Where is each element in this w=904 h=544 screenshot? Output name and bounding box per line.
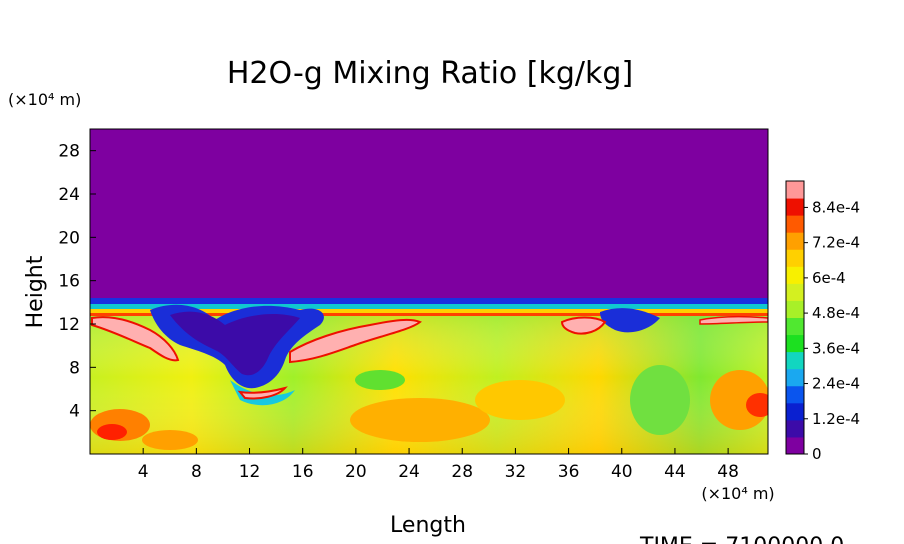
colorbar-swatch [786, 317, 804, 336]
colorbar-label: 4.8e-4 [812, 304, 860, 322]
colorbar-label: 8.4e-4 [812, 198, 860, 216]
x-axis-unit: (×10⁴ m) [701, 484, 774, 503]
y-tick-label: 12 [58, 315, 80, 335]
colorbar-label: 7.2e-4 [812, 234, 860, 252]
x-tick-label: 16 [292, 462, 314, 482]
x-axis-ticks: 4 8 12 16 20 24 28 32 36 40 44 48 [138, 448, 739, 482]
plot-area-frame [89, 128, 769, 455]
colorbar-label: 2.4e-4 [812, 375, 860, 393]
colorbar-frame [785, 180, 805, 455]
x-tick-label: 36 [558, 462, 580, 482]
colorbar-label: 6e-4 [812, 269, 846, 287]
saturated-region [91, 316, 180, 362]
colorbar [785, 180, 805, 455]
colorbar-swatch [786, 249, 804, 267]
colorbar-swatch [786, 385, 804, 404]
colorbar-swatch [786, 232, 804, 250]
y-tick-label: 24 [58, 185, 80, 205]
y-tick-label: 8 [69, 358, 80, 378]
colorbar-label: 3.6e-4 [812, 339, 860, 357]
colorbar-label: 1.2e-4 [812, 410, 860, 428]
colorbar-swatch [786, 266, 804, 284]
colorbar-swatch [786, 351, 804, 370]
x-tick-label: 20 [345, 462, 367, 482]
colorbar-swatch [786, 300, 804, 318]
x-tick-label: 48 [717, 462, 739, 482]
x-tick-label: 24 [398, 462, 420, 482]
y-axis-unit: (×10⁴ m) [8, 90, 81, 109]
x-tick-label: 4 [138, 462, 149, 482]
chart-title: H2O-g Mixing Ratio [kg/kg] [227, 56, 633, 91]
y-tick-label: 16 [58, 272, 80, 292]
x-tick-label: 40 [611, 462, 633, 482]
x-tick-label: 32 [505, 462, 527, 482]
colorbar-swatch [786, 368, 804, 387]
x-tick-label: 12 [239, 462, 261, 482]
colorbar-swatch [786, 402, 804, 421]
colorbar-swatch [786, 283, 804, 301]
colorbar-label: 0 [812, 445, 822, 463]
colorbar-labels: 0 1.2e-4 2.4e-4 3.6e-4 4.8e-4 6e-4 7.2e-4 8.4e-… [804, 198, 860, 463]
colorbar-swatch [786, 334, 804, 353]
time-annotation: TIME = 7100000.0 [639, 534, 844, 544]
colorbar-swatch [786, 181, 804, 199]
colorbar-swatch [786, 436, 804, 455]
y-axis-ticks: 4 8 12 16 20 24 28 [58, 142, 96, 422]
x-tick-label: 28 [451, 462, 473, 482]
colorbar-swatch [786, 215, 804, 233]
heatmap-field [90, 129, 768, 454]
y-tick-label: 20 [58, 228, 80, 248]
y-axis-label: Height [23, 255, 48, 328]
y-tick-label: 28 [58, 142, 80, 162]
colorbar-swatch [786, 198, 804, 216]
x-axis-label: Length [390, 513, 466, 538]
colorbar-swatch [786, 419, 804, 438]
x-tick-label: 8 [191, 462, 202, 482]
x-tick-label: 44 [664, 462, 686, 482]
y-tick-label: 4 [69, 402, 80, 422]
